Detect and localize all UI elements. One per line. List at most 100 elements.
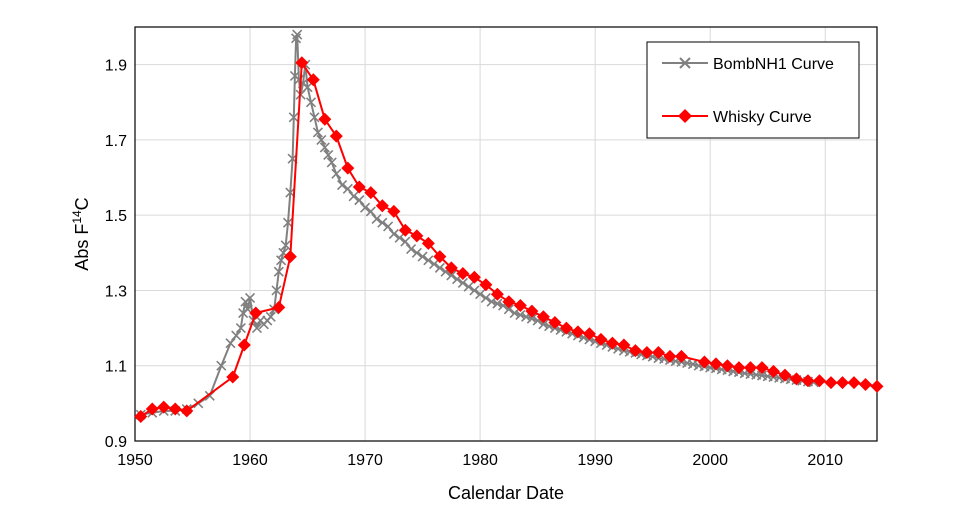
whisky-point [617,338,631,352]
legend-box [646,41,860,139]
bombnh1-point [446,270,457,281]
whisky-point [134,410,148,424]
whisky-point [582,327,596,341]
legend-whisky-label: Whisky Curve [713,109,812,126]
bombnh1-point [231,330,242,341]
bombnh1-point [280,240,291,251]
bombnh1-point [492,298,503,309]
whisky-point [226,370,240,384]
whisky-point [870,379,884,393]
bombnh1-point [276,255,287,266]
bombnh1-point [312,127,323,138]
whisky-point [502,295,516,309]
legend: BombNH1 Curve Whisky Curve [646,41,860,139]
y-tick-label: 1.7 [105,133,127,150]
x-tick-label: 1950 [117,452,153,469]
y-tick-label: 0.9 [105,434,127,451]
whisky-point [444,261,458,275]
whisky-point [329,129,343,143]
whisky-point [697,355,711,369]
whisky-point [180,404,194,418]
whisky-point [571,325,585,339]
whisky-point [295,56,309,70]
bombnh1-point [360,202,371,213]
whisky-point [755,361,769,375]
whisky-point [237,338,251,352]
whisky-point [513,299,527,313]
whisky-point [387,204,401,218]
whisky-point [766,364,780,378]
bombnh1-point [509,307,520,319]
whisky-point [352,180,366,194]
y-tick-label: 1.3 [105,283,127,300]
legend-whisky-marker [678,109,692,123]
bombnh1-point [354,195,365,206]
bombnh1-point [273,266,284,277]
legend-bomb-label: BombNH1 Curve [713,56,834,73]
y-axis-title-tail: C [72,197,92,210]
whisky-point [720,359,734,373]
bombnh1-point [316,134,327,145]
whisky-point [743,361,757,375]
whisky-point [674,349,688,363]
whisky-point [835,376,849,390]
bombnh1-point [342,183,353,194]
whisky-point [789,372,803,386]
bombnh1-point [423,255,434,266]
bombnh1-point [503,304,514,315]
x-axis-title: Calendar Date [448,483,564,503]
bombnh1-point [302,82,313,93]
bombnh1-point [526,313,537,324]
bombnh1-point [434,262,445,273]
whisky-point [525,304,539,318]
x-tick-label: 2000 [692,452,728,469]
whisky-point [157,400,171,414]
bombnh1-point [383,221,394,232]
bombnh1-point [417,251,428,262]
whisky-point [663,349,677,363]
y-tick-label: 1.5 [105,208,127,225]
whisky-point [272,300,286,314]
bombnh1-point [309,112,320,123]
x-tick-label: 1960 [232,452,268,469]
bombnh1-point [377,217,388,228]
bombnh1-point [411,247,422,258]
whisky-point [283,250,297,264]
whisky-point [375,199,389,213]
tick-labels: 1950 1960 1970 1980 1990 2000 2010 0.9 1.1 1.3 1.5… [105,58,843,469]
bombnh1-point [538,319,549,330]
bombnh1-point [394,232,405,243]
bombnh1-point [469,285,480,296]
bombnh1-point [251,323,263,334]
whisky-point [421,236,435,250]
bombnh1-point [319,142,330,153]
whisky-point [847,376,861,390]
whisky-point [812,374,826,388]
bombnh1-point [271,285,282,296]
bombnh1-point [486,296,497,307]
whisky-point [456,267,470,281]
bombnh1-point [282,217,294,228]
series-whisky [134,56,884,424]
bombnh1-point [348,191,359,202]
bombnh1-point [480,292,491,304]
whisky-point [249,306,263,320]
whisky-point [536,310,550,324]
whisky-point [651,346,665,360]
whisky-point [479,278,493,292]
bombnh1-point [457,277,468,288]
bombnh1-point [305,97,317,108]
whisky-point [594,332,608,346]
bombnh1-point [225,338,236,349]
whisky-point [318,112,332,126]
bombnh1-point [288,112,299,123]
whisky-point [640,346,654,360]
x-tick-label: 1970 [347,452,383,469]
whisky-point [467,270,481,284]
x-tick-label: 2010 [807,452,843,469]
plot-area-border [134,26,878,442]
whisky-point [410,229,424,243]
whisky-point [858,378,872,392]
bombnh1-point [463,281,474,292]
